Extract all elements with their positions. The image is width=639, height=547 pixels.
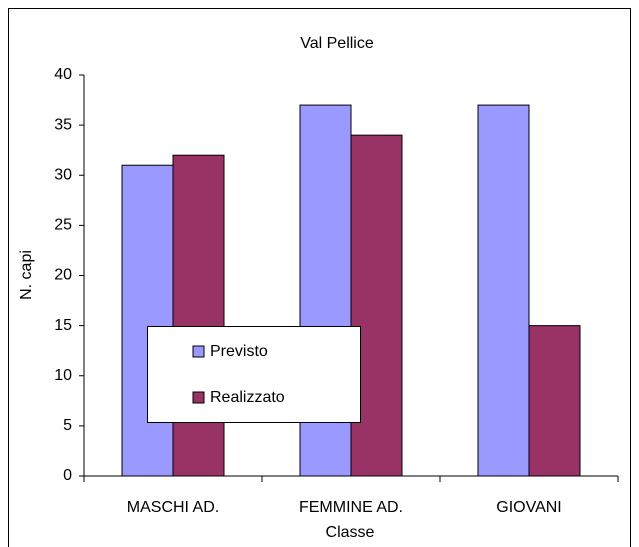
legend-label: Realizzato <box>210 389 285 406</box>
bar <box>477 104 530 477</box>
legend-label: Previsto <box>210 343 268 360</box>
legend-swatch <box>192 391 205 404</box>
y-tick-label: 10 <box>54 367 72 384</box>
x-tick-label: GIOVANI <box>496 499 562 516</box>
y-tick-label: 0 <box>63 467 72 484</box>
y-tick-label: 30 <box>54 166 72 183</box>
y-tick-label: 40 <box>54 66 72 83</box>
legend-box <box>147 326 361 423</box>
y-tick-label: 15 <box>54 317 72 334</box>
x-tick-label: FEMMINE AD. <box>299 499 403 516</box>
y-axis-label: N. capi <box>18 250 35 300</box>
y-tick-label: 5 <box>63 417 72 434</box>
y-tick-label: 20 <box>54 267 72 284</box>
bar <box>172 154 225 477</box>
y-tick-label: 25 <box>54 217 72 234</box>
bar <box>528 325 581 477</box>
x-tick-label: MASCHI AD. <box>127 499 219 516</box>
y-tick-label: 35 <box>54 116 72 133</box>
chart-title: Val Pellice <box>300 35 374 52</box>
x-axis-label: Classe <box>326 524 375 541</box>
bar <box>121 164 174 477</box>
legend-swatch <box>192 345 205 358</box>
bar <box>350 134 403 477</box>
